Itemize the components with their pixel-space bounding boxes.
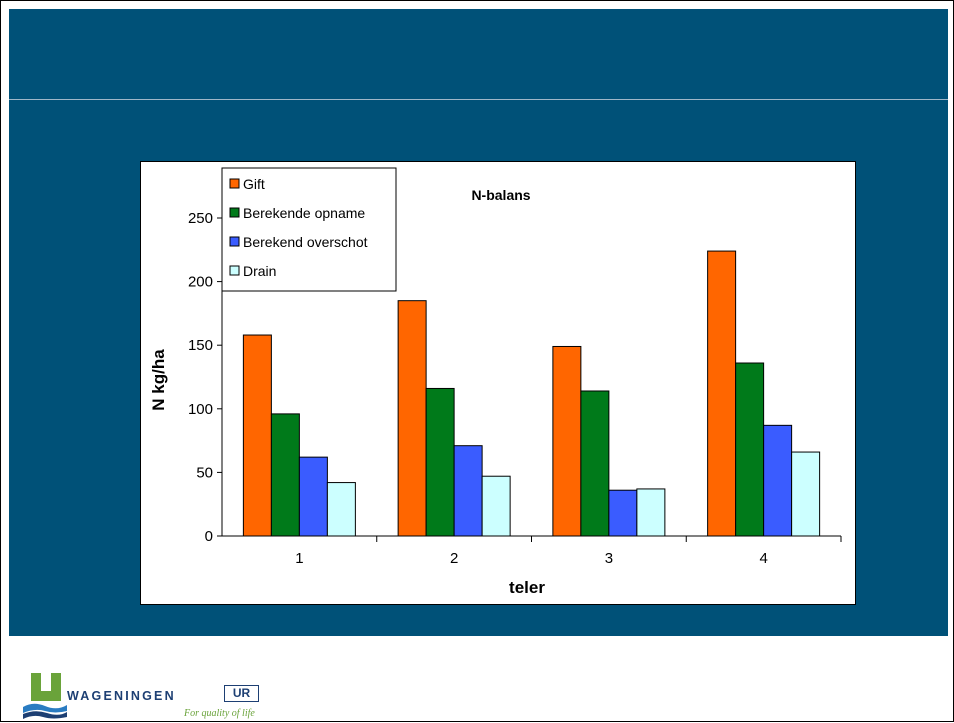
- legend-swatch-1: [229, 178, 240, 189]
- wageningen-logo-icon: [23, 673, 67, 719]
- legend-label-4: Drain: [243, 263, 276, 279]
- y-tick-label: 100: [188, 401, 213, 418]
- bar-chart: 0 50 100 150 200 250 1 2 3 4 N-balans teler N kg/ha G…: [149, 167, 842, 597]
- y-tick-label: 50: [196, 464, 213, 481]
- bar-3-4: [763, 424, 793, 537]
- y-tick-label: 200: [188, 274, 213, 291]
- x-tick-label: 2: [450, 550, 458, 567]
- bar-1-4: [707, 250, 737, 537]
- bar-4-2: [481, 475, 511, 537]
- y-tick-label: 150: [188, 337, 213, 354]
- legend-label-1: Gift: [243, 176, 265, 192]
- y-axis-label: N kg/ha: [149, 349, 168, 411]
- legend-box: [221, 167, 397, 292]
- y-tick-label: 250: [188, 210, 213, 227]
- legend-label-2: Berekende opname: [243, 205, 365, 221]
- bar-3-2: [453, 445, 483, 537]
- bar-3-1: [298, 456, 328, 537]
- x-tick-label: 4: [759, 550, 767, 567]
- bar-1-1: [242, 334, 272, 537]
- x-tick-label: 3: [605, 550, 613, 567]
- header-divider: [9, 99, 948, 100]
- logo-tagline: For quality of life: [184, 708, 255, 719]
- bar-2-4: [735, 362, 765, 537]
- bar-4-1: [326, 482, 356, 537]
- logo-wordmark: WAGENINGEN: [67, 689, 176, 703]
- legend-swatch-4: [229, 265, 240, 276]
- bar-1-2: [397, 300, 427, 537]
- chart-area: 0 50 100 150 200 250 1 2 3 4 N-balans teler N kg/ha G…: [140, 161, 856, 605]
- logo-ur-badge: UR: [224, 685, 259, 702]
- x-axis-label: teler: [509, 578, 545, 597]
- legend-label-3: Berekend overschot: [243, 234, 368, 250]
- bar-1-3: [552, 345, 582, 537]
- bar-2-3: [580, 390, 610, 537]
- bar-3-3: [608, 489, 638, 537]
- bar-4-3: [636, 488, 666, 537]
- y-tick-label: 0: [205, 528, 213, 545]
- legend-swatch-3: [229, 236, 240, 247]
- bar-2-2: [425, 387, 455, 537]
- bar-4-4: [791, 451, 821, 537]
- chart-title: N-balans: [471, 187, 530, 203]
- x-tick-label: 1: [295, 550, 303, 567]
- legend-swatch-2: [229, 207, 240, 218]
- bar-2-1: [270, 413, 300, 537]
